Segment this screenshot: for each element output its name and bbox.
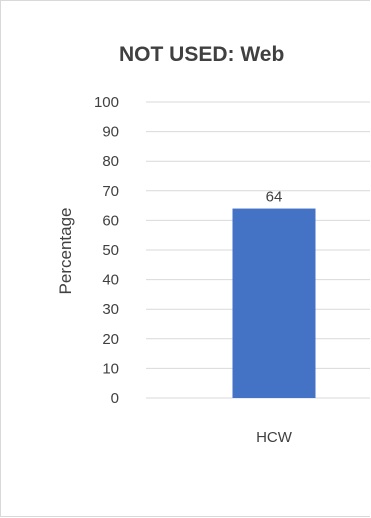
y-axis-ticks: 0 10 20 30 40 50 60 70 80 90 100: [94, 94, 119, 407]
y-tick-label-90: 90: [102, 124, 119, 141]
data-label-hcw: 64: [266, 189, 283, 206]
bar-hcw: [232, 208, 316, 398]
y-tick-label-80: 80: [102, 153, 119, 170]
y-axis-label: Percentage: [56, 208, 75, 295]
y-tick-label-70: 70: [102, 183, 119, 200]
y-tick-label-100: 100: [94, 94, 119, 111]
y-tick-label-20: 20: [102, 331, 119, 348]
x-axis-ticks: HCW: [256, 429, 293, 446]
x-tick-label-hcw: HCW: [256, 429, 293, 446]
y-tick-label-50: 50: [102, 242, 119, 259]
y-tick-label-40: 40: [102, 272, 119, 289]
bars: [232, 208, 316, 398]
y-tick-label-30: 30: [102, 301, 119, 318]
y-tick-label-60: 60: [102, 212, 119, 229]
y-tick-label-0: 0: [111, 390, 119, 407]
y-tick-label-10: 10: [102, 360, 119, 377]
data-labels: 64: [266, 189, 283, 206]
chart-title: NOT USED: Web: [119, 43, 285, 66]
